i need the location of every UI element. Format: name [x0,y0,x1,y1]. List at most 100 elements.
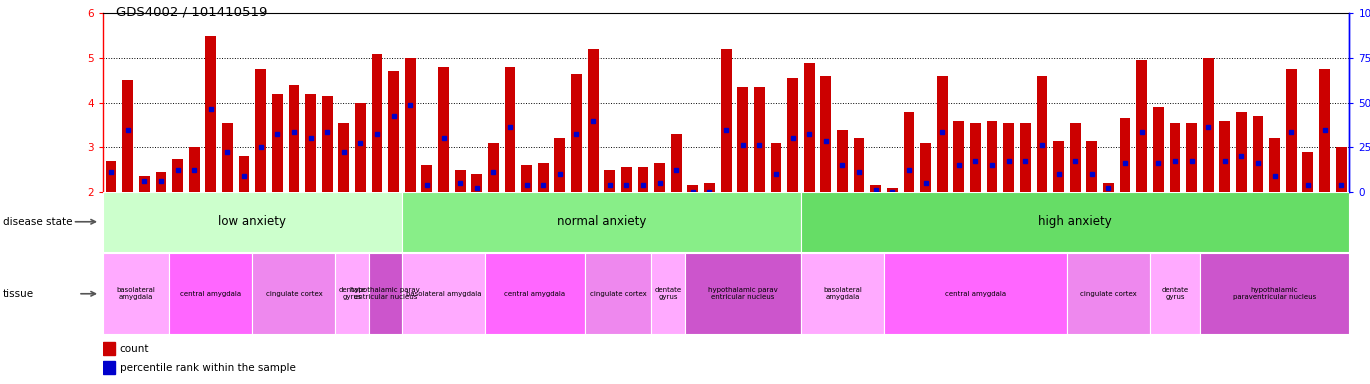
Bar [103,361,115,374]
Bar [1269,138,1280,192]
Bar [355,103,366,192]
Text: hypothalamic parav
entricular nucleus: hypothalamic parav entricular nucleus [708,287,778,300]
Bar [1319,69,1330,192]
Bar [870,185,881,192]
Bar [1186,123,1197,192]
Bar [238,156,249,192]
Bar [1119,118,1130,192]
Bar [422,165,433,192]
Bar [1136,60,1147,192]
Bar [954,121,964,192]
Bar [388,71,399,192]
Text: basolateral amygdala: basolateral amygdala [406,291,481,297]
Text: high anxiety: high anxiety [1038,215,1112,228]
Bar [369,253,401,334]
Bar [804,63,815,192]
Text: hypothalamic parav
entricular nucleus: hypothalamic parav entricular nucleus [351,287,421,300]
Text: cingulate cortex: cingulate cortex [266,291,322,297]
Bar [103,192,401,252]
Bar [821,76,832,192]
Bar [688,185,699,192]
Text: basolateral
amygdala: basolateral amygdala [116,287,155,300]
Text: tissue: tissue [3,289,34,299]
Bar [206,36,216,192]
Bar [306,94,316,192]
Bar [721,49,732,192]
Bar [1203,58,1214,192]
Bar [651,253,685,334]
Bar [788,78,797,192]
Text: central amygdala: central amygdala [504,291,566,297]
Bar [103,342,115,355]
Text: normal anxiety: normal anxiety [556,215,647,228]
Bar [455,170,466,192]
Bar [504,67,515,192]
Bar [401,192,801,252]
Text: dentate
gyrus: dentate gyrus [338,287,366,300]
Bar [801,192,1349,252]
Bar [471,174,482,192]
Text: central amygdala: central amygdala [945,291,1006,297]
Text: dentate
gyrus: dentate gyrus [1162,287,1188,300]
Bar [637,167,648,192]
Bar [1236,112,1247,192]
Text: central amygdala: central amygdala [181,291,241,297]
Text: dentate
gyrus: dentate gyrus [655,287,681,300]
Bar [837,129,848,192]
Bar [406,58,415,192]
Bar [105,161,116,192]
Bar [1219,121,1230,192]
Bar [1070,123,1081,192]
Bar [585,253,651,334]
Bar [271,94,282,192]
Bar [704,183,715,192]
Bar [338,123,349,192]
Text: basolateral
amygdala: basolateral amygdala [823,287,862,300]
Bar [289,85,299,192]
Bar [1037,76,1047,192]
Bar [1103,183,1114,192]
Bar [173,159,184,192]
Text: cingulate cortex: cingulate cortex [589,291,647,297]
Bar [1252,116,1263,192]
Text: percentile rank within the sample: percentile rank within the sample [119,363,296,373]
Bar [1154,107,1163,192]
Bar [685,253,801,334]
Bar [604,170,615,192]
Bar [538,163,548,192]
Bar [655,163,664,192]
Text: cingulate cortex: cingulate cortex [1080,291,1137,297]
Text: count: count [119,344,149,354]
Bar [754,87,764,192]
Bar [1086,141,1097,192]
Bar [485,253,585,334]
Bar [1003,123,1014,192]
Bar [770,143,781,192]
Bar [336,253,369,334]
Bar [1054,141,1064,192]
Bar [854,138,864,192]
Bar [1149,253,1200,334]
Bar [103,253,170,334]
Bar [170,253,252,334]
Bar [555,138,566,192]
Bar [970,123,981,192]
Text: hypothalamic
paraventricular nucleus: hypothalamic paraventricular nucleus [1233,287,1317,300]
Bar [671,134,682,192]
Bar [904,112,914,192]
Bar [1286,69,1296,192]
Text: GDS4002 / 101410519: GDS4002 / 101410519 [116,6,267,19]
Bar [1303,152,1314,192]
Bar [252,253,336,334]
Bar [571,74,582,192]
Text: low anxiety: low anxiety [218,215,286,228]
Bar [886,187,897,192]
Bar [138,176,149,192]
Bar [255,69,266,192]
Bar [438,67,449,192]
Bar [588,49,599,192]
Bar [921,143,932,192]
Bar [884,253,1067,334]
Bar [1200,253,1349,334]
Bar [122,80,133,192]
